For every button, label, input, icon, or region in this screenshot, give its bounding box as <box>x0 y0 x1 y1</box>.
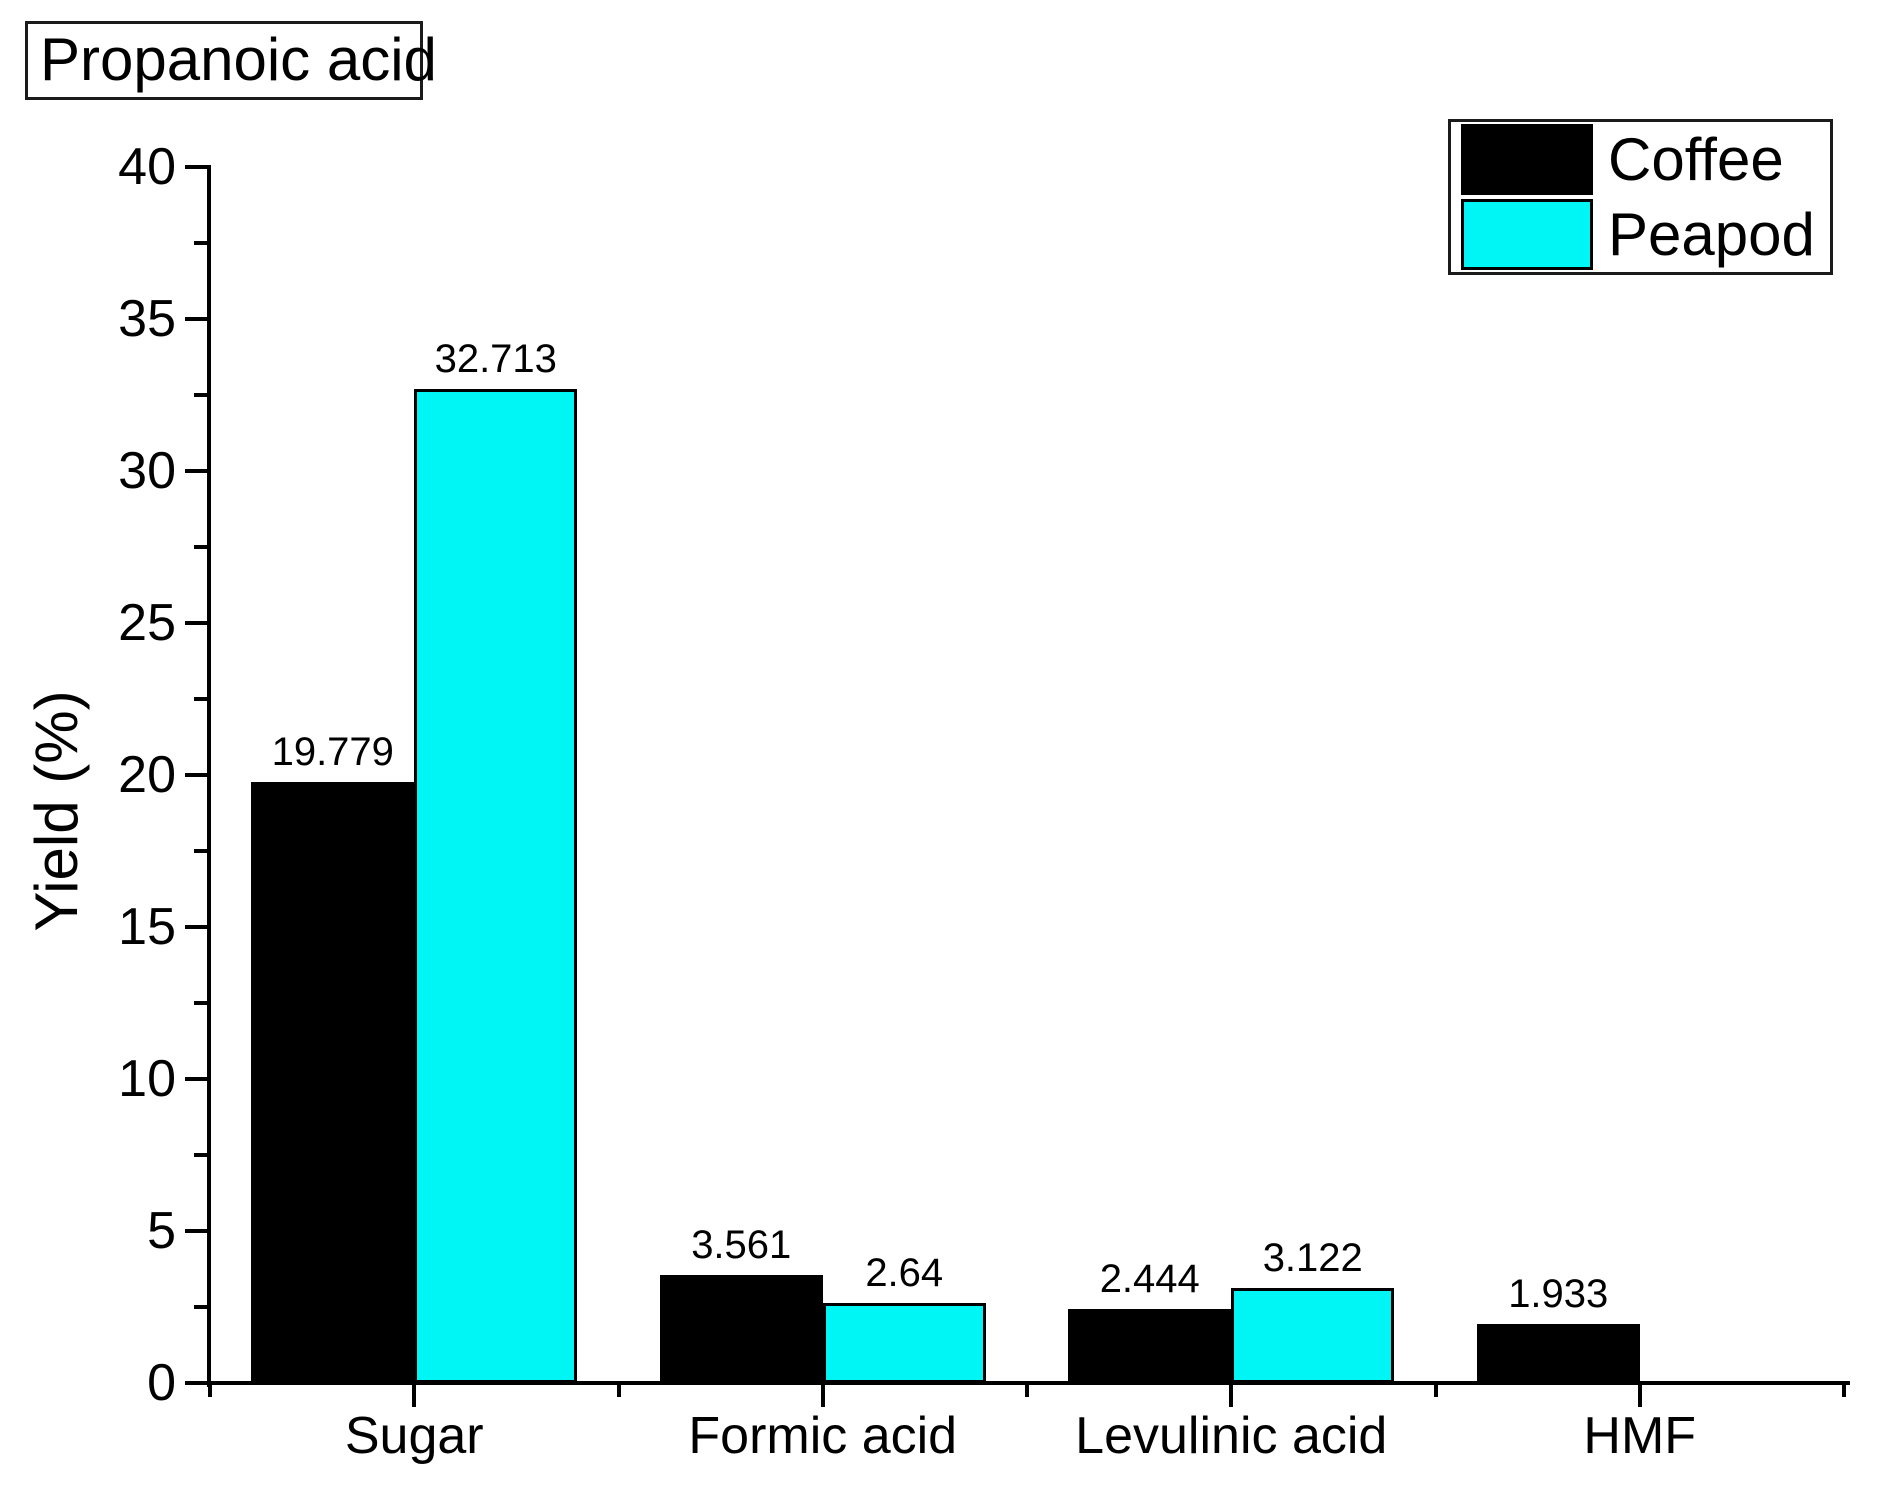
y-major-tick <box>185 1077 207 1081</box>
bar-peapod-0 <box>414 388 578 1383</box>
x-category-tick <box>412 1383 417 1407</box>
x-category-label: Formic acid <box>688 1407 958 1465</box>
y-major-tick <box>185 621 207 625</box>
bar-peapod-2 <box>1231 1288 1395 1383</box>
x-category-label: Sugar <box>344 1407 484 1465</box>
bar-peapod-1 <box>822 1302 986 1383</box>
y-major-tick <box>185 1229 207 1233</box>
y-minor-tick <box>194 393 207 397</box>
y-major-tick <box>185 317 207 321</box>
x-category-tick <box>1229 1383 1234 1407</box>
bar-value-label: 2.444 <box>1099 1256 1200 1301</box>
x-end-tick <box>1842 1383 1846 1397</box>
x-boundary-tick <box>1433 1383 1438 1397</box>
bar-coffee-2 <box>1068 1308 1232 1383</box>
y-tick-label: 35 <box>118 290 176 348</box>
y-tick-label: 15 <box>118 898 176 956</box>
y-tick-label: 10 <box>118 1050 176 1108</box>
y-tick-label: 30 <box>118 442 176 500</box>
y-tick-label: 25 <box>118 594 176 652</box>
x-boundary-tick <box>1025 1383 1029 1397</box>
legend-label-coffee: Coffee <box>1608 125 1784 193</box>
y-tick-label: 5 <box>147 1202 176 1260</box>
x-category-tick <box>1637 1383 1642 1407</box>
legend: Coffee Peapod <box>1448 119 1833 275</box>
y-tick-label: 20 <box>118 746 176 804</box>
y-tick-label: 0 <box>147 1354 176 1412</box>
bar-value-label: 32.713 <box>434 336 557 381</box>
x-category-label: Levulinic acid <box>1075 1407 1388 1465</box>
bar-coffee-0 <box>251 781 415 1383</box>
bar-value-label: 3.122 <box>1262 1236 1363 1281</box>
legend-item-peapod: Peapod <box>1451 197 1830 272</box>
x-category-tick <box>820 1383 825 1407</box>
y-major-tick <box>185 773 207 777</box>
y-minor-tick <box>194 697 207 701</box>
x-category-label: HMF <box>1583 1407 1697 1465</box>
y-minor-tick <box>194 1305 207 1309</box>
y-major-tick <box>185 925 207 929</box>
bar-value-label: 3.561 <box>691 1222 792 1267</box>
y-minor-tick <box>194 1153 207 1157</box>
y-major-tick <box>185 469 207 473</box>
bar-coffee-3 <box>1476 1324 1640 1383</box>
legend-item-coffee: Coffee <box>1451 122 1830 197</box>
y-axis-line <box>207 165 211 1387</box>
y-major-tick <box>185 1381 207 1385</box>
bar-coffee-1 <box>659 1274 823 1383</box>
y-major-tick <box>185 165 207 169</box>
y-minor-tick <box>194 1001 207 1005</box>
y-tick-label: 40 <box>118 138 176 196</box>
bar-value-label: 2.64 <box>865 1250 944 1295</box>
chart-title-box: Propanoic acid <box>25 21 437 100</box>
legend-label-peapod: Peapod <box>1608 200 1815 268</box>
x-end-tick <box>208 1383 212 1397</box>
x-boundary-tick <box>616 1383 621 1397</box>
y-minor-tick <box>194 849 207 853</box>
y-minor-tick <box>194 241 207 245</box>
legend-swatch-coffee-icon <box>1461 124 1593 195</box>
chart-title: Propanoic acid <box>40 26 437 93</box>
legend-swatch-peapod-icon <box>1461 199 1593 270</box>
bar-value-label: 1.933 <box>1508 1272 1609 1317</box>
bar-value-label: 19.779 <box>271 729 394 774</box>
y-minor-tick <box>194 545 207 549</box>
